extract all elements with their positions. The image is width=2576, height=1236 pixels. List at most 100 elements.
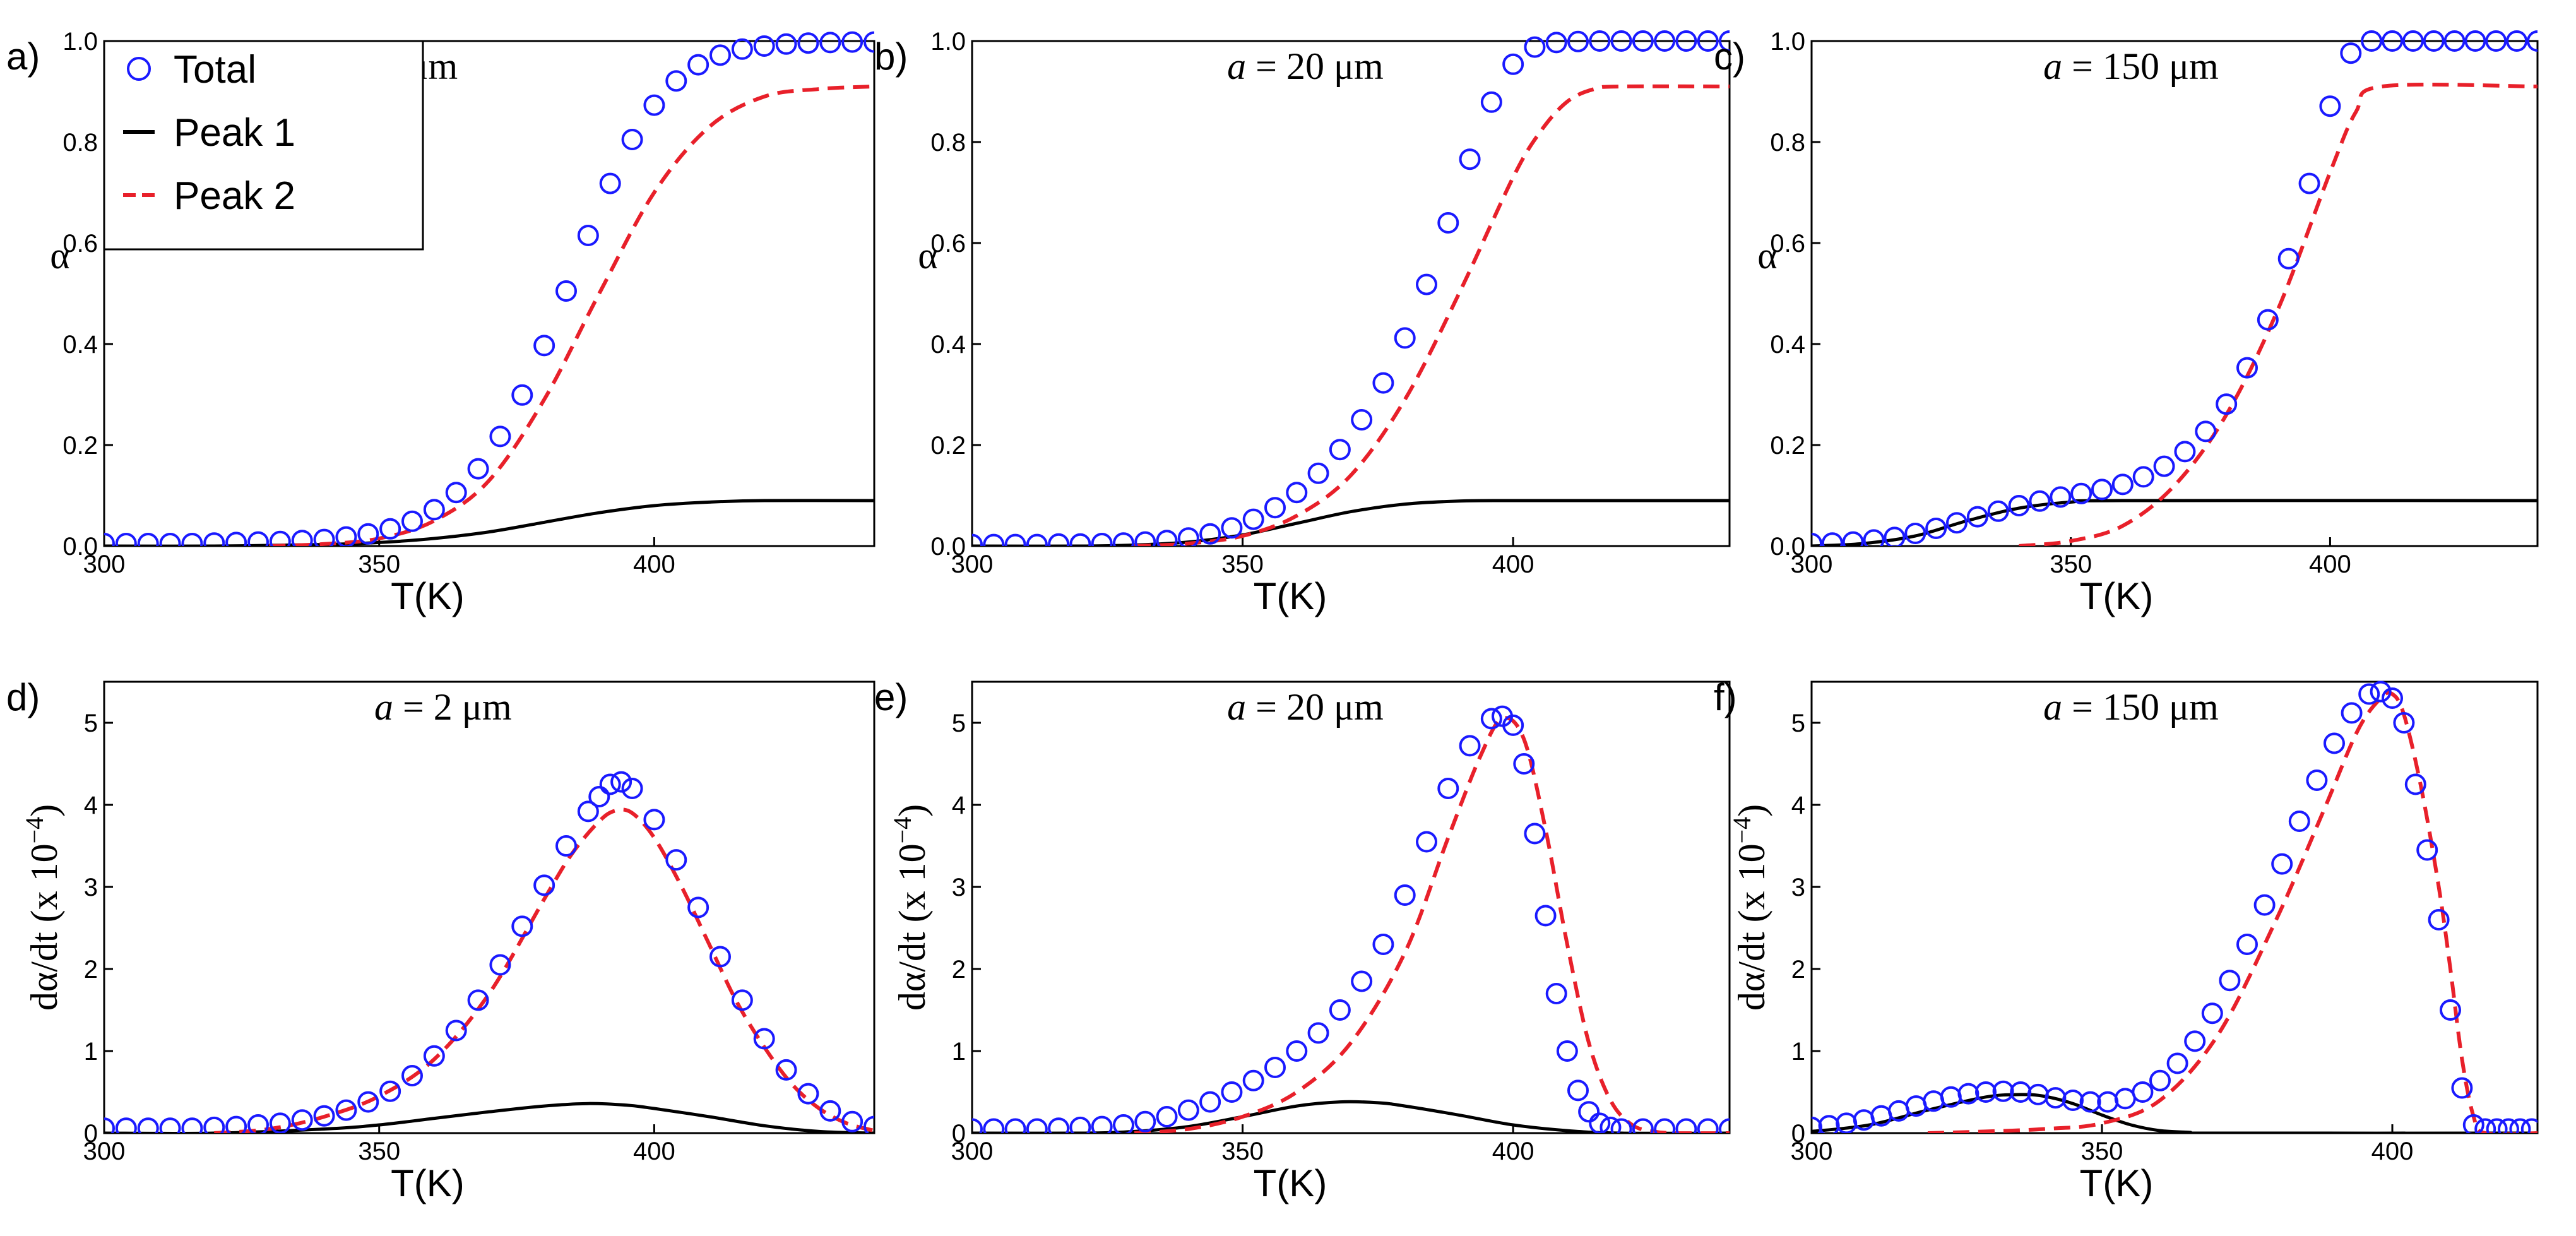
y-tick-label: 0.8 bbox=[62, 129, 98, 157]
data-point-total bbox=[864, 1115, 874, 1133]
data-point-total bbox=[775, 33, 797, 55]
data-point-total bbox=[137, 1117, 159, 1133]
data-point-total bbox=[137, 533, 159, 546]
data-point-total bbox=[1884, 526, 1906, 546]
plot-frame bbox=[971, 40, 1731, 547]
chart-panel-d: 300 350 400 0 1 2 3 4 5 T(K) dα/dt (x 10−4) d) a = 2… bbox=[6, 676, 875, 1204]
data-point-total bbox=[511, 384, 533, 406]
data-point-total bbox=[2474, 1118, 2496, 1133]
series-line-peak-1 bbox=[972, 499, 1730, 546]
panel-label: f) bbox=[1714, 676, 1737, 718]
data-point-total bbox=[115, 533, 137, 546]
data-point-total bbox=[2271, 853, 2293, 875]
y-tick-label: 2 bbox=[952, 956, 966, 983]
legend-item-peak-1: Peak 1 bbox=[123, 111, 295, 155]
data-point-total bbox=[1992, 1080, 2014, 1102]
series-group bbox=[972, 30, 1730, 546]
x-tick-label: 300 bbox=[951, 1138, 994, 1165]
data-point-total bbox=[1221, 517, 1243, 539]
data-point-total bbox=[588, 786, 610, 807]
data-point-total bbox=[1199, 1091, 1221, 1113]
data-point-total bbox=[1459, 735, 1481, 757]
data-point-total bbox=[731, 989, 753, 1011]
data-point-total bbox=[2464, 30, 2486, 52]
data-point-total bbox=[2319, 95, 2341, 117]
plot-frame bbox=[103, 40, 875, 547]
plot-frame bbox=[1810, 40, 2539, 547]
data-point-total bbox=[445, 482, 467, 504]
data-point-total bbox=[181, 1117, 203, 1133]
data-point-total bbox=[1567, 30, 1589, 52]
series-line-peak-1 bbox=[104, 499, 874, 546]
data-point-total bbox=[1156, 530, 1178, 546]
x-tick-label: 400 bbox=[1492, 1138, 1534, 1165]
data-point-total bbox=[1821, 532, 1843, 546]
size-annotation: a = 2 μm bbox=[374, 686, 512, 728]
data-point-total bbox=[203, 1116, 225, 1133]
data-point-total bbox=[2440, 999, 2461, 1021]
data-point-total bbox=[1264, 497, 1286, 519]
data-point-total bbox=[2253, 894, 2276, 916]
data-point-total bbox=[1567, 1079, 1589, 1102]
data-point-total bbox=[1925, 518, 1947, 539]
data-point-total bbox=[1307, 1022, 1329, 1044]
data-point-total bbox=[1480, 708, 1502, 730]
data-point-total bbox=[2114, 1088, 2136, 1110]
data-point-total bbox=[2358, 683, 2380, 705]
x-tick-label: 300 bbox=[1791, 550, 1833, 578]
data-point-total bbox=[1697, 30, 1719, 52]
data-point-total bbox=[1513, 753, 1535, 775]
y-tick-label: 0.2 bbox=[1770, 432, 1805, 460]
data-point-total bbox=[335, 1099, 357, 1121]
data-point-total bbox=[1351, 970, 1373, 992]
size-annotation: a = 20 μm bbox=[1227, 686, 1384, 728]
data-point-total bbox=[533, 335, 555, 357]
data-point-total bbox=[1026, 533, 1048, 546]
plot-frame bbox=[1810, 680, 2539, 1134]
data-point-total bbox=[1987, 500, 2009, 522]
y-tick-label: 0.0 bbox=[1770, 533, 1805, 561]
y-tick-label: 0 bbox=[84, 1120, 98, 1148]
data-point-total bbox=[819, 1100, 841, 1122]
y-tick-label: 5 bbox=[84, 710, 98, 737]
data-point-total bbox=[1589, 30, 1611, 52]
y-tick-label: 5 bbox=[952, 710, 966, 737]
x-tick-label: 300 bbox=[951, 550, 994, 578]
y-tick-label: 2 bbox=[1791, 956, 1805, 983]
data-point-total bbox=[599, 172, 621, 194]
chart-panel-c: 300 350 400 0.0 0.2 0.4 0.6 0.8 1.0 T(K) α c) a = 15… bbox=[1714, 28, 2539, 617]
panel-label: c) bbox=[1714, 35, 1745, 78]
x-axis-label: T(K) bbox=[2080, 1162, 2154, 1204]
data-point-total bbox=[2486, 1118, 2508, 1133]
data-point-total bbox=[1329, 999, 1351, 1021]
chart-panel-f: 300 350 400 0 1 2 3 4 5 T(K) dα/dt (x 10−4) f) a = 1… bbox=[1714, 676, 2539, 1204]
data-point-total bbox=[1534, 905, 1557, 927]
data-point-total bbox=[1654, 1118, 1676, 1133]
data-point-total bbox=[423, 499, 445, 521]
data-point-total bbox=[2451, 1077, 2473, 1099]
x-tick-label: 350 bbox=[1221, 550, 1264, 578]
data-point-total bbox=[2079, 1091, 2101, 1113]
data-point-total bbox=[555, 835, 577, 857]
plot-frame bbox=[103, 680, 875, 1134]
x-tick-label: 400 bbox=[633, 550, 675, 578]
data-point-total bbox=[159, 1117, 181, 1133]
series-line-peak-2 bbox=[1134, 716, 1730, 1133]
data-point-total bbox=[1242, 1069, 1264, 1091]
data-point-total bbox=[1632, 30, 1654, 52]
data-point-total bbox=[610, 771, 632, 793]
data-point-total bbox=[2509, 1118, 2531, 1133]
series-line-peak-1 bbox=[1812, 499, 2537, 546]
data-point-total bbox=[445, 1019, 467, 1042]
data-point-total bbox=[1480, 91, 1502, 113]
data-point-total bbox=[1177, 527, 1199, 546]
data-point-total bbox=[1502, 714, 1524, 736]
x-axis-label: T(K) bbox=[391, 1162, 465, 1204]
data-point-total bbox=[2132, 1081, 2154, 1103]
x-tick-label: 350 bbox=[2081, 1138, 2123, 1165]
panel-label: b) bbox=[874, 35, 908, 78]
data-point-total bbox=[2306, 770, 2328, 791]
data-point-total bbox=[1719, 1118, 1730, 1133]
data-point-total bbox=[665, 849, 687, 871]
series-line-peak-2 bbox=[2019, 83, 2537, 546]
